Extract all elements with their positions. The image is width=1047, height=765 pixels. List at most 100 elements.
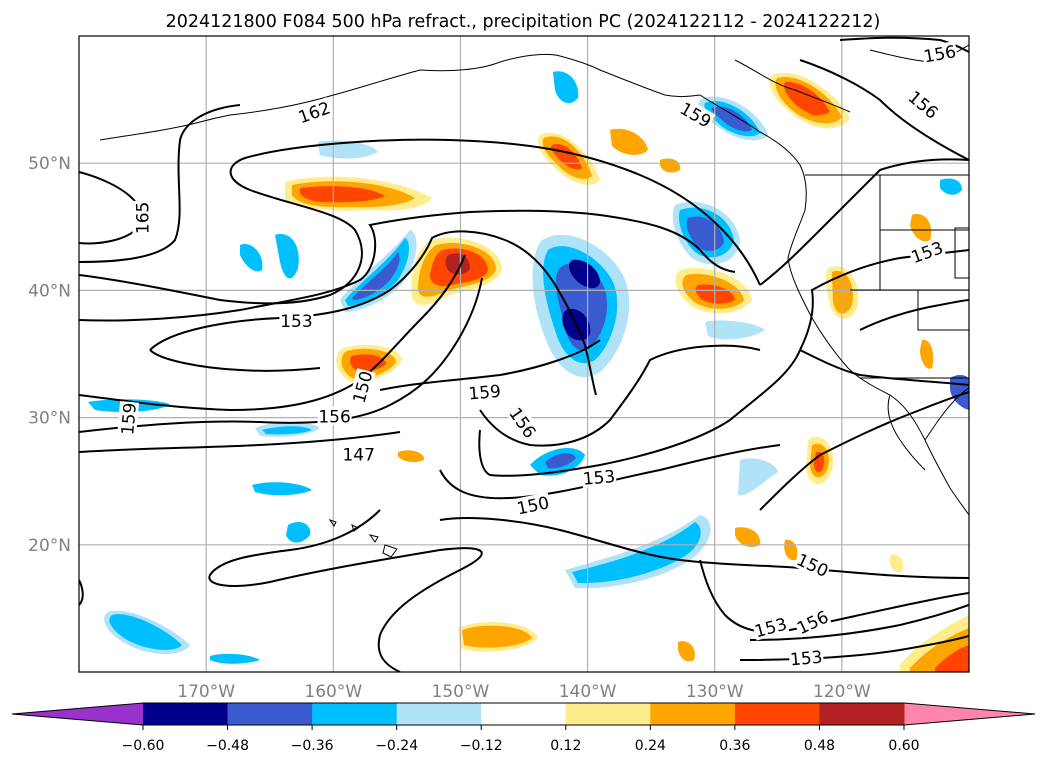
contour-label-bg xyxy=(466,380,503,403)
contour-153-se2 xyxy=(739,635,969,661)
colorbar-box xyxy=(650,703,736,725)
colorbar-tick-label: 0.24 xyxy=(635,738,666,754)
contour-label-bg xyxy=(317,406,352,426)
contour-label-bg xyxy=(279,310,314,330)
contour-label-bg xyxy=(676,97,716,132)
colorbar-box xyxy=(227,703,313,725)
contour-label-text: 147 xyxy=(342,445,374,465)
lon-tick-label: 150°W xyxy=(432,682,490,702)
contour-156-south xyxy=(79,277,483,433)
contour-label-bg xyxy=(907,237,947,267)
lat-tick-label: 50°N xyxy=(28,154,71,174)
contour-147 xyxy=(79,431,401,453)
border-states xyxy=(850,175,969,379)
colorbar-extend-low xyxy=(12,703,143,725)
contour-label-text: 153 xyxy=(582,467,616,490)
contour-156-ne xyxy=(839,36,969,53)
precipitation-shading xyxy=(88,71,969,672)
contour-156-north xyxy=(79,209,736,322)
map-frame xyxy=(78,35,970,673)
map-background xyxy=(79,36,969,672)
contour-label-text: 153 xyxy=(280,312,312,332)
colorbar-tick-label: 0.60 xyxy=(888,738,919,754)
contour-159-north xyxy=(79,138,761,305)
lon-tick-label: 160°W xyxy=(304,682,362,702)
contour-label-bg xyxy=(341,444,376,464)
contour-159-south xyxy=(79,254,466,412)
contour-156-ne2 xyxy=(799,59,969,161)
contour-label-bg xyxy=(788,646,824,669)
contour-label: 159 xyxy=(466,380,503,405)
contour-label-bg xyxy=(132,200,152,235)
contour-label-text: 165 xyxy=(134,202,154,234)
coastlines xyxy=(99,44,969,558)
contour-156-mid xyxy=(479,344,761,447)
contour-153-ne xyxy=(759,158,969,286)
contour-label-bg xyxy=(904,86,943,123)
contour-150-baja xyxy=(759,391,969,511)
lon-tick-label: 120°W xyxy=(813,682,871,702)
contour-162 xyxy=(79,104,241,263)
contour-label-bg xyxy=(505,403,541,442)
lat-tick-label: 40°N xyxy=(28,281,71,301)
longitude-tick-labels: 170°W 160°W 150°W 140°W 130°W 120°W xyxy=(177,682,871,702)
lon-tick-label: 170°W xyxy=(177,682,235,702)
map-title: 2024121800 F084 500 hPa refract., precip… xyxy=(166,12,881,32)
contour-label-bg xyxy=(117,401,140,437)
contour-label-bg xyxy=(751,613,790,641)
colorbar-extend-high xyxy=(904,703,1035,725)
coastline-baja xyxy=(887,387,969,471)
contour-153-sw xyxy=(208,509,483,672)
colorbar-tick-label: −0.60 xyxy=(122,738,165,754)
contour-153-south xyxy=(478,349,801,477)
colorbar-tick-label: −0.36 xyxy=(291,738,334,754)
lon-tick-label: 130°W xyxy=(686,682,744,702)
contour-label-bg xyxy=(294,97,334,127)
contour-label: 165 xyxy=(132,200,154,235)
refractivity-contours xyxy=(79,36,969,672)
contour-label: 153 xyxy=(788,646,824,671)
coastline-alaska xyxy=(99,53,701,141)
contour-label: 153 xyxy=(581,465,617,490)
colorbar: −0.60 −0.48 −0.36 −0.24 −0.12 0.12 0.24 0.36 0.4… xyxy=(11,702,1036,754)
colorbar-box xyxy=(819,703,905,725)
contour-label-text: 159 xyxy=(118,402,141,436)
contour-label: 159 xyxy=(676,97,716,133)
contour-label-bg xyxy=(921,41,959,66)
lon-tick-label: 140°W xyxy=(559,682,617,702)
lat-tick-label: 20°N xyxy=(28,536,71,556)
latitude-tick-labels: 20°N 30°N 40°N 50°N xyxy=(28,154,71,556)
colorbar-box xyxy=(734,703,820,725)
contour-label: 159 xyxy=(117,401,141,437)
contour-label-bg xyxy=(514,492,552,518)
colorbar-box xyxy=(565,703,651,725)
colorbar-box xyxy=(481,703,567,725)
colorbar-tick-label: −0.48 xyxy=(206,738,249,754)
colorbar-box xyxy=(143,703,229,725)
contour-150-west xyxy=(149,349,321,372)
contour-label-bg xyxy=(581,465,617,488)
colorbar-tick-label: −0.12 xyxy=(460,738,503,754)
contour-156-se xyxy=(749,604,969,641)
contour-label-bg xyxy=(793,548,833,581)
colorbar-tick-label: 0.12 xyxy=(550,738,581,754)
contour-159-mid xyxy=(379,339,601,391)
colorbar-tick-label: 0.48 xyxy=(804,738,835,754)
contour-label: 153 xyxy=(279,310,314,332)
contour-153-e xyxy=(859,299,969,331)
contour-label-text: 156 xyxy=(318,407,350,427)
contour-label-text: 153 xyxy=(789,648,823,671)
contour-label-text: 159 xyxy=(468,382,502,405)
contour-label-bg xyxy=(792,606,832,638)
contour-153-se xyxy=(699,559,969,633)
lat-tick-label: 30°N xyxy=(28,409,71,429)
colorbar-box xyxy=(312,703,398,725)
contour-150-ca xyxy=(799,349,969,386)
contour-150-southwest xyxy=(79,579,84,606)
colorbar-box xyxy=(396,703,482,725)
colorbar-tick-label: 0.36 xyxy=(719,738,750,754)
contour-150-se xyxy=(439,517,969,579)
